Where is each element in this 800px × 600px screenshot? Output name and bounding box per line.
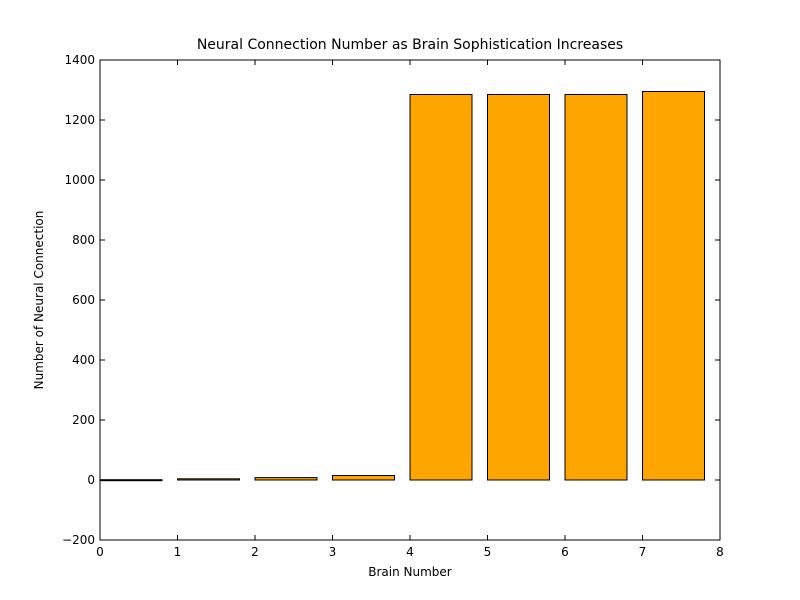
x-tick-label: 2	[251, 545, 259, 559]
y-axis-label: Number of Neural Connection	[32, 211, 46, 390]
x-tick-label: 7	[639, 545, 647, 559]
y-tick-label: 600	[72, 293, 95, 307]
bar-0	[99, 479, 163, 482]
x-tick-label: 0	[96, 545, 104, 559]
bar-4	[409, 94, 473, 481]
x-axis-label: Brain Number	[368, 565, 452, 579]
bars-layer	[99, 91, 705, 482]
bar-6	[564, 94, 628, 481]
bar-3	[332, 475, 395, 481]
y-tick-label: 1200	[64, 113, 95, 127]
plot-frame	[99, 59, 721, 541]
bar-5	[487, 94, 550, 481]
x-tick-label: 3	[329, 545, 337, 559]
x-tick-label: 8	[716, 545, 724, 559]
y-tick-label: 200	[72, 413, 95, 427]
bar-1	[177, 478, 240, 481]
x-tick-label: 5	[484, 545, 492, 559]
y-tick-label: 1000	[64, 173, 95, 187]
y-tick-label: 800	[72, 233, 95, 247]
bar-2	[254, 477, 318, 481]
y-tick-label: 400	[72, 353, 95, 367]
x-tick-label: 4	[406, 545, 414, 559]
y-tick-label: 0	[87, 473, 95, 487]
bar-7	[642, 91, 705, 481]
x-tick-label: 6	[561, 545, 569, 559]
y-tick-label: −200	[62, 533, 95, 547]
chart-title: Neural Connection Number as Brain Sophis…	[197, 37, 623, 53]
y-tick-label: 1400	[64, 53, 95, 67]
x-tick-label: 1	[174, 545, 182, 559]
